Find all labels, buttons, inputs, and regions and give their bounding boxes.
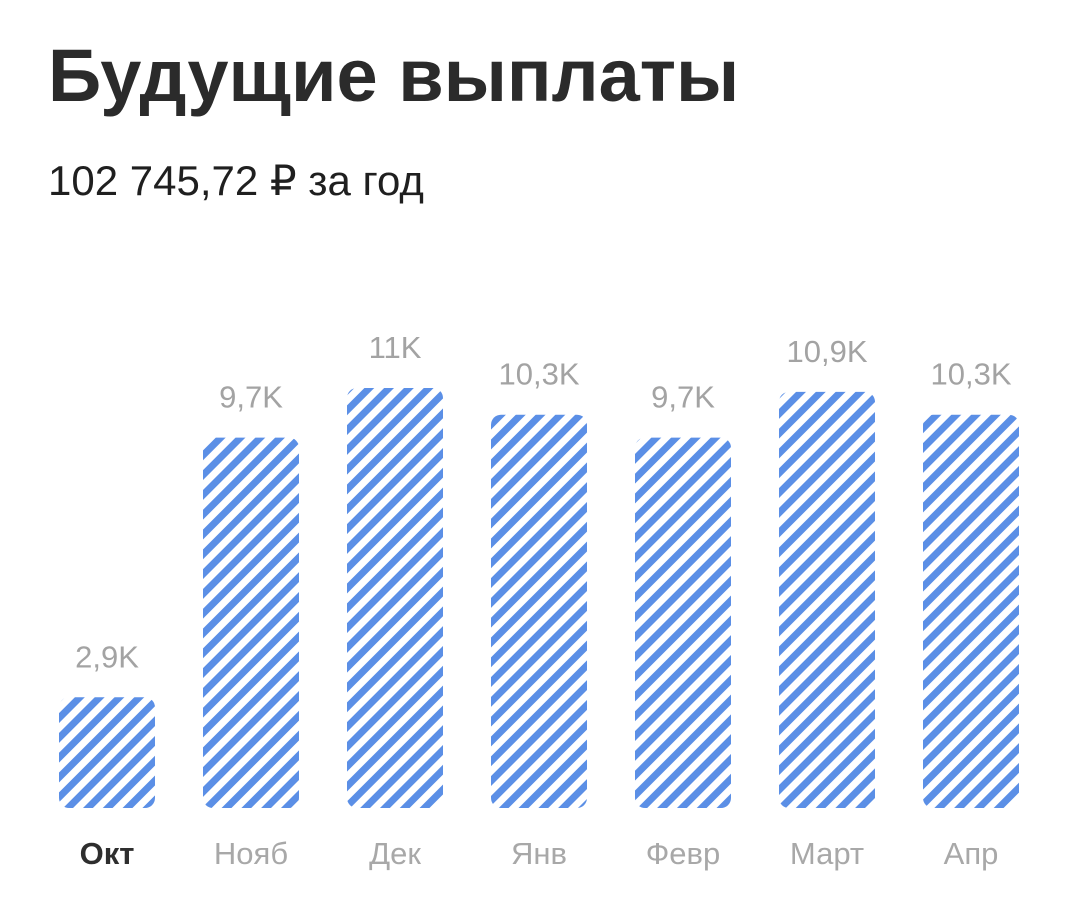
x-tick-label: Февр: [646, 836, 721, 871]
x-tick-label: Дек: [369, 836, 421, 871]
chart-title: Будущие выплаты: [48, 34, 739, 117]
bar: [203, 437, 299, 808]
x-tick-label: Янв: [511, 836, 567, 871]
value-label: 10,3K: [498, 357, 579, 392]
bar: [59, 697, 155, 808]
bar: [779, 391, 875, 808]
value-label: 9,7K: [219, 380, 283, 415]
x-tick-label: Окт: [80, 836, 135, 871]
value-label: 11K: [369, 330, 422, 365]
bar: [923, 414, 1019, 808]
x-tick-label: Апр: [944, 836, 999, 871]
chart-subtitle: 102 745,72 ₽ за год: [48, 157, 424, 204]
bar: [347, 388, 443, 808]
bar: [635, 437, 731, 808]
x-tick-label: Март: [790, 836, 864, 871]
value-label: 10,3K: [930, 357, 1011, 392]
bar: [491, 414, 587, 808]
x-tick-label: Нояб: [214, 836, 288, 871]
value-label: 9,7K: [651, 380, 715, 415]
value-label: 2,9K: [75, 639, 139, 674]
value-label: 10,9K: [786, 334, 867, 369]
